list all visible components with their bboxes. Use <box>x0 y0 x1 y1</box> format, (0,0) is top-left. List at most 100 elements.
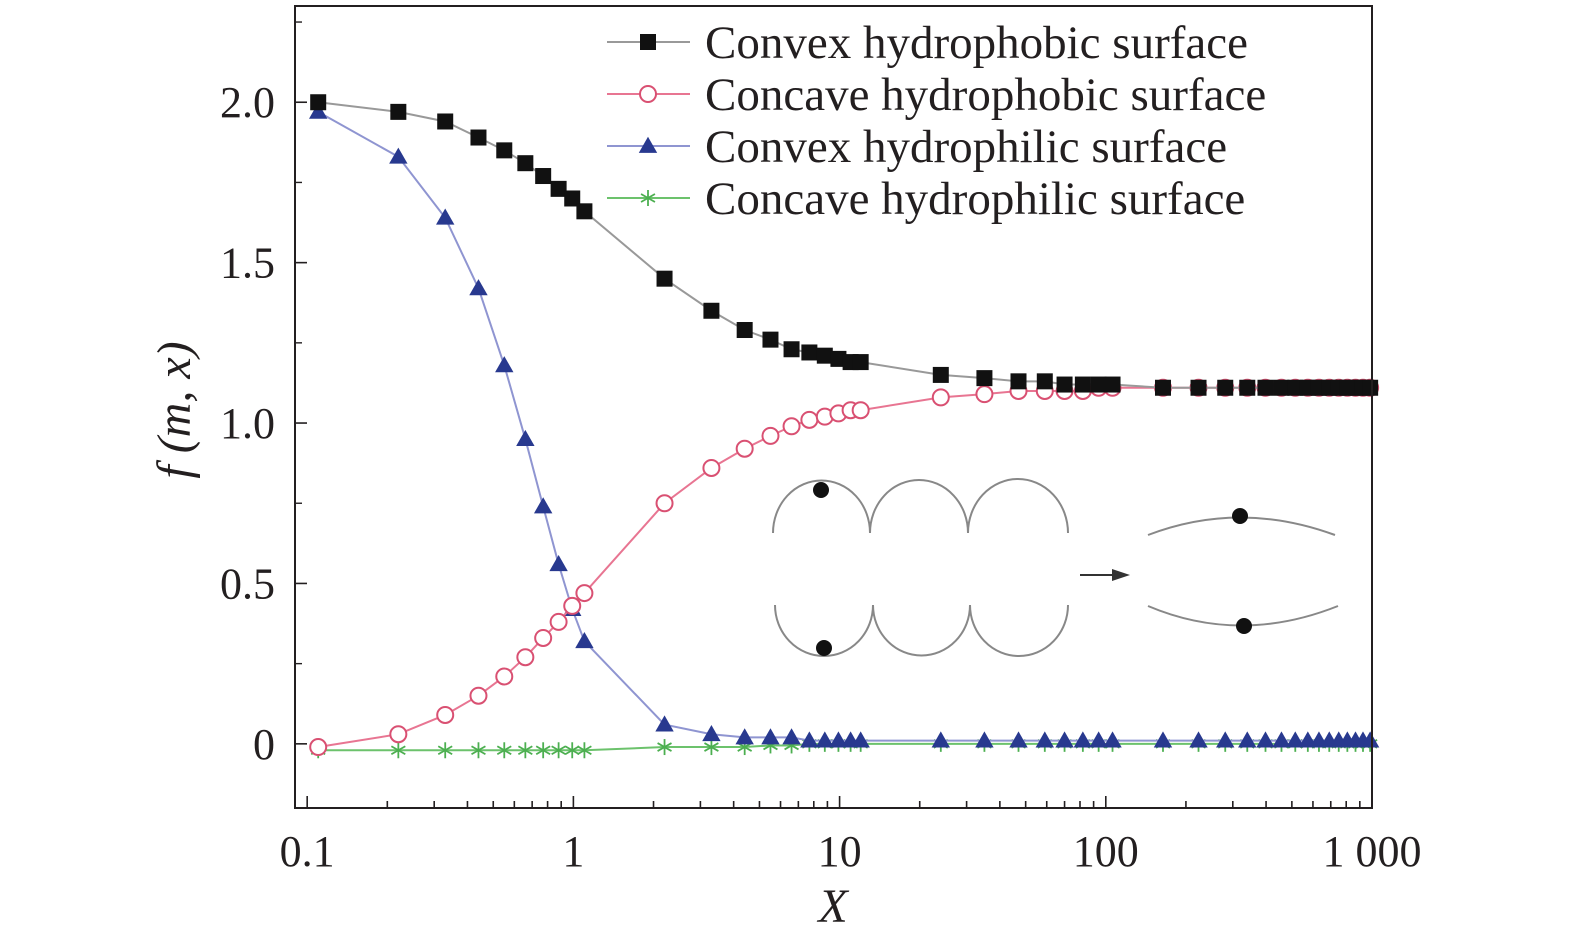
data-point <box>389 725 408 744</box>
data-point <box>703 302 720 319</box>
data-point <box>564 742 580 759</box>
data-point <box>1286 731 1305 748</box>
x-tick-label: 0.1 <box>280 827 335 876</box>
legend-marker <box>638 136 658 153</box>
data-point <box>390 742 406 759</box>
data-point <box>1273 379 1290 396</box>
data-point <box>975 731 994 748</box>
data-point <box>495 667 514 686</box>
data-point <box>495 356 514 373</box>
data-point <box>1073 731 1093 748</box>
legend-entry: Concave hydrophilic surface <box>607 173 1245 225</box>
data-point <box>800 410 819 429</box>
data-point <box>762 331 779 348</box>
data-point <box>575 584 594 603</box>
data-point <box>1103 731 1122 748</box>
data-point <box>851 401 870 420</box>
data-point <box>1104 376 1121 393</box>
inset-droplet <box>816 640 832 656</box>
data-point <box>496 742 512 759</box>
data-point <box>470 129 487 146</box>
legend-label: Concave hydrophilic surface <box>705 173 1245 225</box>
data-point <box>782 728 801 745</box>
data-point <box>437 742 453 759</box>
series-1 <box>310 94 1379 396</box>
data-point <box>533 497 553 514</box>
data-point <box>1056 376 1073 393</box>
legend-marker <box>640 190 656 206</box>
data-point <box>735 728 754 745</box>
y-tick-label: 2.0 <box>220 78 275 127</box>
data-point <box>852 354 869 371</box>
data-point <box>931 731 951 748</box>
data-point <box>816 347 833 364</box>
data-point <box>469 279 488 296</box>
data-point <box>801 344 818 361</box>
data-point <box>576 203 593 220</box>
data-point <box>1257 379 1274 396</box>
x-tick-label: 1 000 <box>1323 827 1422 876</box>
data-point <box>830 350 847 367</box>
data-point <box>471 742 486 759</box>
data-point <box>1009 731 1028 748</box>
data-point <box>389 147 408 164</box>
data-point <box>1010 373 1027 390</box>
series-2 <box>309 378 1380 757</box>
data-point <box>550 180 567 197</box>
data-point <box>437 113 454 130</box>
legend-label: Convex hydrophilic surface <box>705 121 1227 173</box>
y-tick-label: 1.5 <box>220 239 275 288</box>
data-point <box>655 494 674 513</box>
data-point <box>657 739 672 756</box>
data-point <box>761 426 780 445</box>
y-tick-label: 0.5 <box>220 559 275 608</box>
legend-marker <box>639 85 657 103</box>
data-point <box>1239 379 1256 396</box>
data-point <box>310 94 327 111</box>
inset-concave-arc <box>969 604 1069 657</box>
inset-droplet <box>813 482 829 498</box>
data-point <box>655 715 674 732</box>
data-point <box>702 725 721 742</box>
legend-entry: Concave hydrophobic surface <box>607 69 1266 121</box>
y-tick-label: 0 <box>253 720 275 769</box>
data-point <box>575 631 594 649</box>
data-point <box>829 731 848 748</box>
inset-concave-arc <box>872 604 971 657</box>
data-point <box>551 742 567 759</box>
data-point <box>800 731 819 748</box>
data-point <box>1287 379 1304 396</box>
series-3 <box>308 102 1380 748</box>
inset-droplet <box>1232 508 1248 524</box>
data-point <box>535 168 552 185</box>
data-point <box>931 388 950 407</box>
data-point <box>1036 373 1053 390</box>
data-point <box>535 742 551 759</box>
data-point <box>704 739 719 756</box>
data-point <box>549 554 568 572</box>
inset-arrow-head <box>1112 569 1130 581</box>
axes: 0.1 1 10 100 1 000 0 0.5 1.0 1.5 2.0 <box>220 5 1422 876</box>
legend-label: Concave hydrophobic surface <box>705 69 1266 121</box>
data-point <box>436 705 455 724</box>
inset-convex-arc <box>967 478 1069 534</box>
data-point <box>517 742 533 759</box>
inset-convex-arc <box>869 479 969 534</box>
x-tick-label: 1 <box>562 827 584 876</box>
data-point <box>308 102 328 119</box>
data-point <box>976 370 993 387</box>
data-point <box>1256 731 1275 748</box>
data-point <box>783 341 800 358</box>
data-point <box>1089 731 1108 748</box>
data-point <box>1035 731 1054 748</box>
data-point <box>1090 376 1107 393</box>
data-point <box>576 742 592 759</box>
data-point <box>1217 379 1234 396</box>
series-layer <box>308 94 1380 759</box>
inset-droplet <box>1236 618 1252 634</box>
x-axis-title: X <box>816 880 849 933</box>
data-point <box>1360 731 1380 748</box>
data-point <box>975 385 994 404</box>
plot-frame <box>294 5 1373 809</box>
data-point <box>496 142 513 159</box>
